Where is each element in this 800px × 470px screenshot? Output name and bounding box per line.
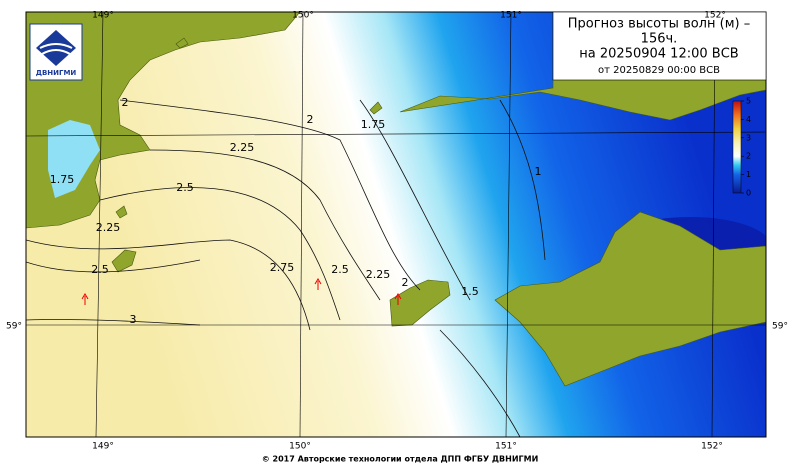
lon-label: 151° [495,442,517,452]
islet [369,101,383,115]
colorbar-tick-label: 1 [746,170,751,179]
lat-label: 59° [6,322,22,332]
land-east [494,211,766,387]
contour-label: 2.5 [176,181,194,194]
lon-labels: 149° 150° 151° 152° 149° 150° 151° 152° [92,11,726,452]
contour-label: 2 [307,113,314,126]
contour-label: 2.25 [366,268,391,281]
islet [111,249,137,273]
title-line: Прогноз высоты волн (м) – [568,17,750,32]
title-line: от 20250829 00:00 ВСВ [598,65,720,76]
contours [26,99,546,437]
contour-labels: 2 1.75 2 1.75 2.25 2.5 2.25 2.5 2.75 2.5 2.25 2 1.5 1… [50,96,542,326]
title: Прогноз высоты волн (м) – 156ч. на 20250… [568,17,750,77]
colorbar-tick-label: 2 [746,152,751,161]
graticule [26,12,766,437]
lon-label: 152° [704,11,726,21]
colorbar-tick-label: 3 [746,133,751,142]
lon-label: 150° [292,11,314,21]
lon-label: 149° [92,442,114,452]
colorbar-tick-label: 4 [746,115,751,124]
inner-bay [48,120,100,198]
map-area: 2 1.75 2 1.75 2.25 2.5 2.25 2.5 2.75 2.5 2.25 2 1.5 1… [26,12,766,437]
logo-text: ДВНИГМИ [36,69,77,77]
lon-label: 150° [289,442,311,452]
arrows [81,278,402,305]
colorbar-tick-label: 5 [746,97,751,106]
contour-label: 2.25 [96,221,121,234]
contour-label: 1.75 [50,173,75,186]
contour-label: 2.5 [331,263,349,276]
logo-emblem [36,30,76,66]
title-line: на 20250904 12:00 ВСВ [579,47,738,62]
contour-label: 1 [535,165,542,178]
title-line: 156ч. [641,32,678,47]
lat-label: 59° [772,322,788,332]
colorbar-tick-label: 0 [746,189,751,198]
contour-label: 2 [402,276,409,289]
contour-label: 1.75 [361,118,386,131]
contour-label: 3 [130,313,137,326]
title-box [552,11,767,81]
lon-label: 151° [500,11,522,21]
lon-label: 149° [92,11,114,21]
land-west [26,12,301,229]
contour-label: 2.75 [270,261,295,274]
islet [175,37,189,49]
contour-label: 2.25 [230,141,255,154]
contour-label: 1.5 [461,285,479,298]
contour-label: 2.5 [91,263,109,276]
colorbar-ticks: 0 1 2 3 4 5 [741,97,751,198]
contour-label: 2 [122,96,129,109]
frame [25,11,767,438]
islet [115,205,128,219]
lon-label: 152° [701,442,723,452]
logo: ДВНИГМИ [29,23,83,81]
footer: © 2017 Авторские технологии отдела ДПП Ф… [262,455,539,464]
colorbar [732,100,742,194]
